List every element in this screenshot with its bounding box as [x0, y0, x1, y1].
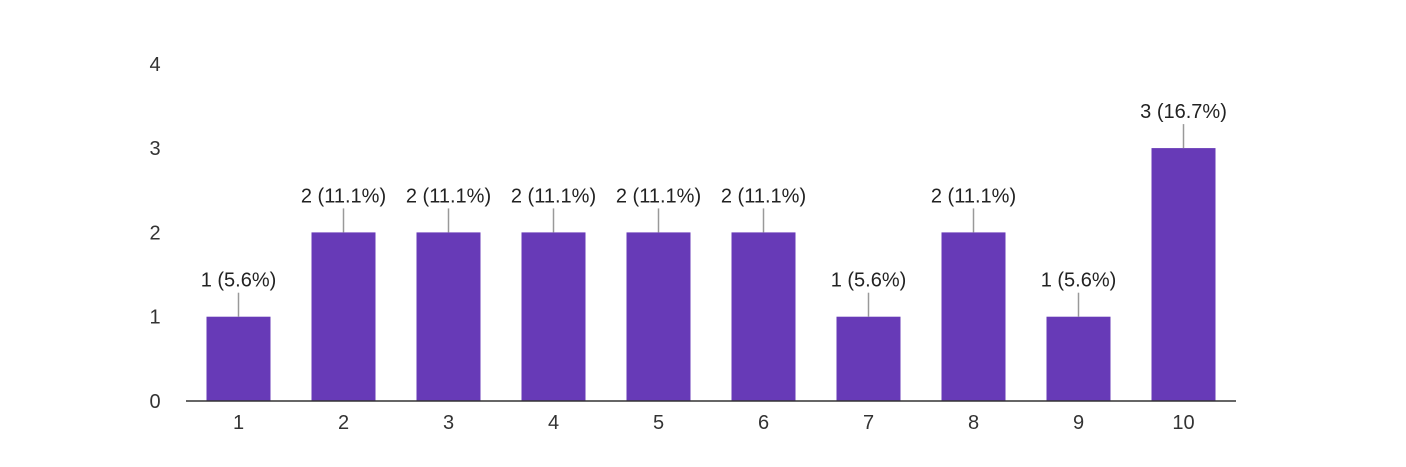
data-label: 2 (11.1%) — [931, 185, 1016, 207]
bar — [1046, 316, 1111, 401]
bar — [836, 316, 901, 401]
bar — [626, 232, 691, 401]
x-tick-label: 3 — [443, 412, 454, 434]
bar — [206, 316, 271, 401]
x-axis-ticks: 1 2 3 4 5 6 7 8 9 10 — [233, 412, 1195, 434]
x-tick-label: 6 — [758, 412, 769, 434]
data-label: 1 (5.6%) — [201, 270, 277, 292]
bar — [941, 232, 1006, 401]
bars — [206, 148, 1216, 401]
data-label: 1 (5.6%) — [1041, 270, 1117, 292]
bar — [731, 232, 796, 401]
bar — [311, 232, 376, 401]
data-label: 2 (11.1%) — [511, 185, 596, 207]
data-label: 1 (5.6%) — [831, 270, 907, 292]
data-label: 2 (11.1%) — [406, 185, 491, 207]
x-tick-label: 4 — [548, 412, 559, 434]
data-label: 2 (11.1%) — [616, 185, 701, 207]
x-tick-label: 2 — [338, 412, 349, 434]
x-tick-label: 10 — [1172, 412, 1194, 434]
y-tick-label: 3 — [149, 138, 160, 160]
y-tick-label: 4 — [149, 54, 160, 76]
data-label: 2 (11.1%) — [301, 185, 386, 207]
y-tick-label: 2 — [149, 222, 160, 244]
y-axis-ticks: 0 1 2 3 4 — [149, 54, 160, 413]
x-tick-label: 7 — [863, 412, 874, 434]
x-tick-label: 5 — [653, 412, 664, 434]
bar — [416, 232, 481, 401]
data-label: 3 (16.7%) — [1140, 101, 1227, 123]
bar — [1151, 148, 1216, 401]
data-label: 2 (11.1%) — [721, 185, 806, 207]
x-tick-label: 8 — [968, 412, 979, 434]
data-label-leaders — [237, 124, 1185, 317]
bar — [521, 232, 586, 401]
x-tick-label: 9 — [1073, 412, 1084, 434]
y-tick-label: 1 — [149, 307, 160, 329]
x-tick-label: 1 — [233, 412, 244, 434]
data-labels: 1 (5.6%) 2 (11.1%) 2 (11.1%) 2 (11.1%) 2 (11… — [201, 101, 1227, 292]
y-tick-label: 0 — [149, 391, 160, 413]
